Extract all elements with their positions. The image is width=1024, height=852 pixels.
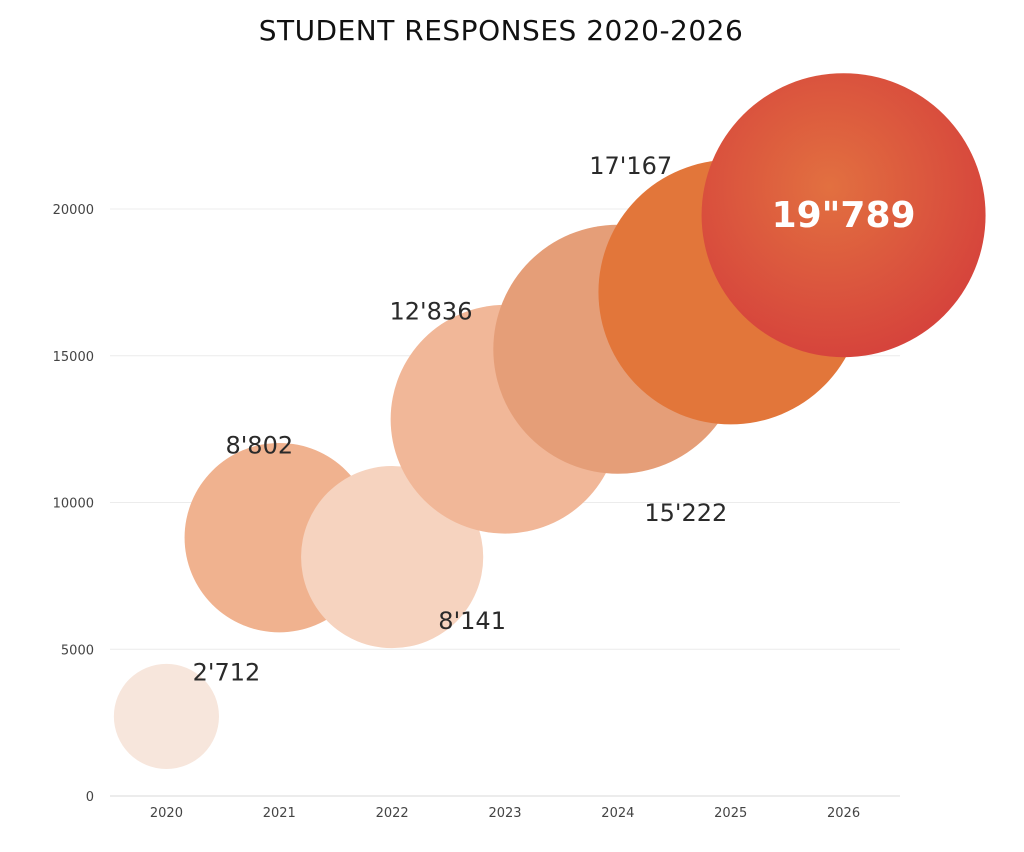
y-tick-label: 0 [86, 790, 94, 805]
chart-title: STUDENT RESPONSES 2020-2026 [258, 14, 744, 47]
y-tick-label: 20000 [53, 203, 94, 218]
data-label-2022: 8'141 [438, 607, 506, 635]
x-tick-label: 2026 [827, 806, 860, 821]
data-label-2024: 15'222 [644, 499, 727, 527]
x-tick-label: 2022 [376, 806, 409, 821]
y-tick-label: 10000 [53, 497, 94, 512]
data-label-2025: 17'167 [589, 152, 672, 180]
x-tick-label: 2021 [263, 806, 296, 821]
data-label-2026: 19"789 [772, 195, 916, 236]
axes: 0 5000 10000 15000 20000 2020 2021 2022 2023 2024… [53, 203, 900, 821]
bubble-2026 [701, 73, 986, 358]
x-tick-label: 2024 [601, 806, 634, 821]
bubble-labels: 2'712 8'802 8'141 12'836 15'222 17'167 19"789 [193, 152, 916, 686]
data-label-2023: 12'836 [390, 297, 473, 325]
y-tick-label: 15000 [53, 350, 94, 365]
bubble-2020 [113, 663, 219, 769]
y-tick-label: 5000 [61, 643, 94, 658]
x-tick-label: 2025 [714, 806, 747, 821]
x-tick-label: 2020 [150, 806, 183, 821]
bubbles [113, 73, 986, 769]
data-label-2021: 8'802 [225, 432, 293, 460]
x-tick-label: 2023 [488, 806, 521, 821]
data-label-2020: 2'712 [193, 658, 261, 686]
